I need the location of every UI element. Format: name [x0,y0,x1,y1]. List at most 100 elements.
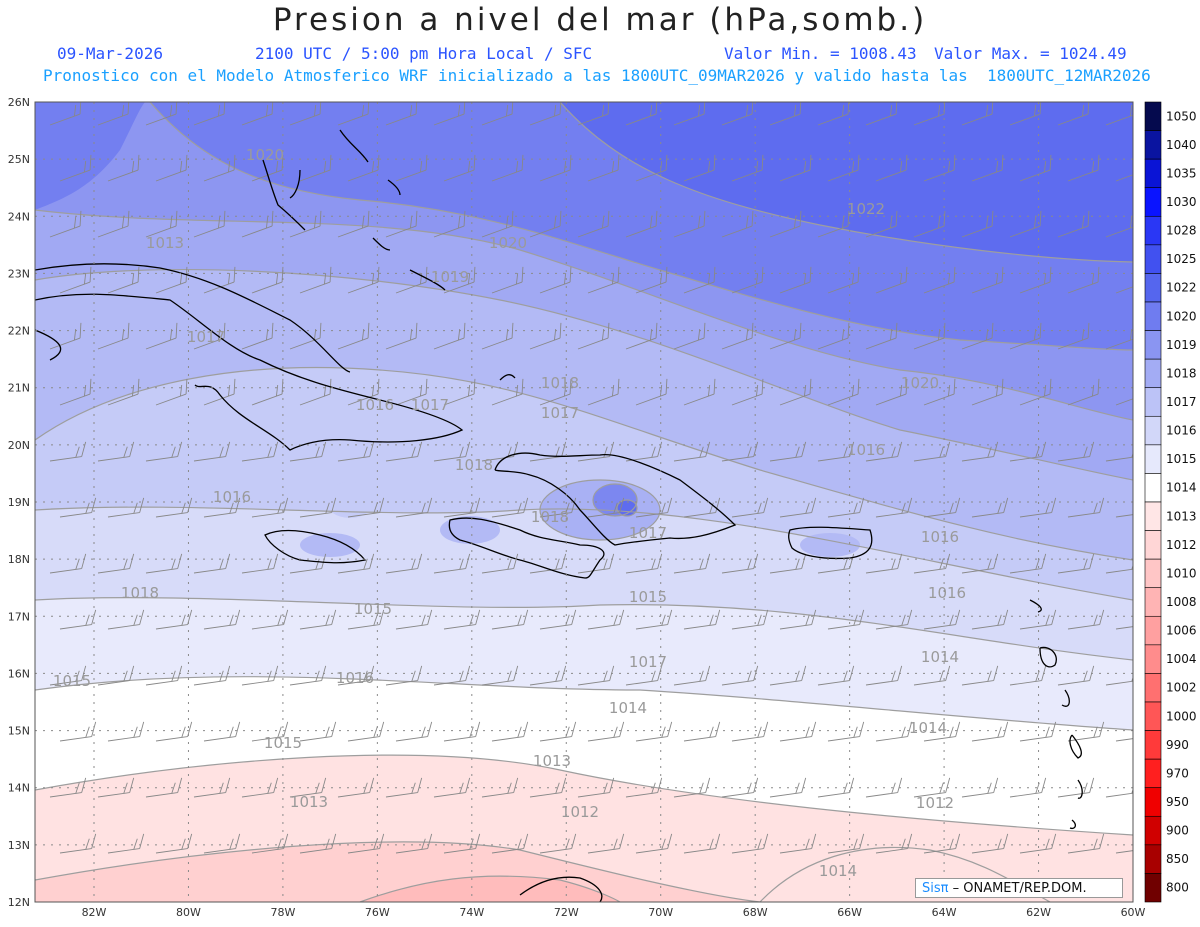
wind-barb [481,210,514,238]
wind-barb [587,609,625,630]
wind-barb [251,609,289,630]
wind-barb [961,102,994,126]
colorbar-swatch [1144,387,1162,417]
colorbar-swatch [1144,330,1162,360]
isobar-label: 1016 [921,528,959,546]
wind-barb [817,102,850,126]
colorbar-swatch [1144,673,1162,703]
wind-barb [347,721,385,742]
lon-tick-label: 74W [459,906,484,919]
wind-barb [299,721,337,742]
wind-barb [779,721,817,742]
wind-barb [529,102,562,126]
wind-barb [1009,441,1047,462]
wind-barb [971,266,1004,294]
wind-barb [385,102,418,126]
wind-barb [1115,281,1133,294]
wind-barb [625,553,663,574]
lat-tick-label: 23N [8,267,30,280]
lon-tick-label: 72W [554,906,579,919]
wind-barb [395,833,433,854]
wind-barb [395,154,428,182]
isobar-label: 1020 [246,146,284,164]
wind-barb [1019,497,1057,518]
colorbar-swatch [1144,815,1162,846]
wind-barb [443,266,476,294]
isobar-label: 1012 [561,803,599,821]
wind-barb [971,154,1004,182]
wind-barb [529,553,567,574]
lat-tick-label: 19N [8,496,30,509]
wind-barb [443,833,481,854]
wind-barb [347,497,385,518]
colorbar-swatch [1144,301,1162,331]
wind-barb [529,210,562,238]
wind-barb [923,154,956,182]
colorbar-level: 1040 [1166,138,1197,152]
wind-barb [683,721,721,742]
wind-barb [395,721,433,742]
wind-barb [107,266,140,294]
colorbar-level: 850 [1166,852,1189,866]
wind-barb [97,553,135,574]
wind-barb [347,266,380,294]
isobar-label: 1019 [431,268,469,286]
lat-tick-label: 13N [8,839,30,852]
longitude-axis: 82W 80W 78W 76W 74W 72W 70W 68W 66W 64W 62W 60W [82,906,1146,919]
wind-barb [971,721,1009,742]
wind-barb [97,777,135,798]
date-label: 09-Mar-2026 [57,44,163,63]
wind-barb [1019,833,1057,854]
wind-barb [721,441,759,462]
wind-barb [865,102,898,126]
colorbar-swatch [1144,415,1162,446]
wind-barb [107,378,140,406]
wind-barb [769,553,807,574]
wind-barb [193,777,231,798]
wind-barb [875,609,913,630]
wind-barb [443,378,476,406]
colorbar-swatch [1144,730,1162,760]
isobar-label: 1015 [264,734,302,752]
wind-barb [107,497,145,518]
colorbar-level: 1019 [1166,338,1197,352]
wind-barb [529,777,567,798]
wind-barb [433,441,471,462]
wind-barb [1019,378,1052,406]
wind-barb [769,777,807,798]
wind-barb [731,609,769,630]
wind-barb [779,497,817,518]
colorbar-swatch [1144,501,1162,531]
wind-barb [625,777,663,798]
min-value-label: Valor Min. = 1008.43 [724,44,917,63]
wind-barb [731,266,764,294]
wind-barb [1067,833,1105,854]
wind-barb [203,266,236,294]
wind-barb [347,833,385,854]
wind-barb [241,553,279,574]
lat-tick-label: 17N [8,610,30,623]
colorbar-swatch [1144,358,1162,389]
wind-barb [337,210,370,238]
wind-barb [59,154,92,182]
colorbar-level: 1004 [1166,652,1197,666]
wind-barb [1067,609,1105,630]
colorbar-level: 1002 [1166,681,1197,695]
wind-barb [971,378,1004,406]
wind-barb [1115,624,1133,630]
wind-barb [865,553,903,574]
wind-barb [673,210,706,238]
lon-tick-label: 62W [1026,906,1051,919]
colorbar-swatch [1144,644,1162,674]
wind-barb [721,553,759,574]
wind-barb [1115,393,1133,406]
credit-label: – ONAMET/REP.DOM. [948,881,1087,896]
wind-barb [1115,512,1133,518]
isobar-label: 1015 [354,600,392,618]
wind-barb [299,497,337,518]
colorbar-swatch [1144,187,1162,217]
wind-barb [827,154,860,182]
lon-tick-label: 66W [837,906,862,919]
wind-barb [577,210,610,238]
colorbar-swatch [1144,273,1162,303]
